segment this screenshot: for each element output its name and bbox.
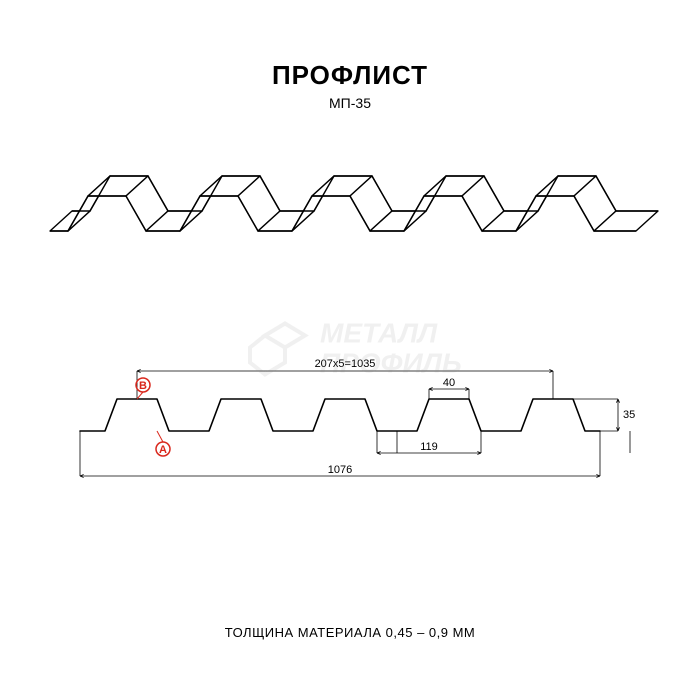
page-subtitle: МП-35 <box>272 95 428 111</box>
svg-text:40: 40 <box>443 377 455 389</box>
svg-text:A: A <box>159 444 167 456</box>
svg-text:35: 35 <box>623 409 635 421</box>
svg-text:1076: 1076 <box>328 464 352 476</box>
page-title: ПРОФЛИСТ <box>272 60 428 91</box>
svg-text:207x5=1035: 207x5=1035 <box>315 358 376 370</box>
cross-section-diagram: 207x5=1035 40 35 119 1076 B A <box>40 351 660 491</box>
thickness-label: ТОЛЩИНА МАТЕРИАЛА 0,45 – 0,9 ММ <box>0 625 700 640</box>
svg-text:119: 119 <box>420 441 438 453</box>
svg-text:B: B <box>139 380 147 392</box>
watermark-text-top: МЕТАЛЛ <box>320 318 438 349</box>
header: ПРОФЛИСТ МП-35 <box>272 60 428 111</box>
isometric-profile-diagram <box>40 161 660 261</box>
